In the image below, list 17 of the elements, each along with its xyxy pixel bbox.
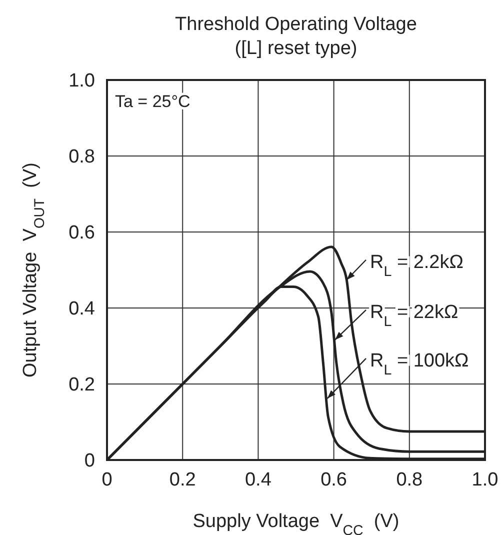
y-tick-label: 0.8 [68, 146, 95, 168]
y-tick-label: 0.6 [68, 222, 95, 244]
y-tick-label: 0 [84, 450, 95, 472]
annotation: R$_{L}$ = 100kΩ [370, 350, 469, 378]
y-tick-label: 1.0 [68, 70, 95, 92]
y-tick-label: 0.2 [68, 374, 95, 396]
annotation: R$_{L}$ = 22kΩ [370, 302, 458, 330]
x-tick-label: 0 [102, 469, 112, 490]
x-tick-label: 0.6 [320, 469, 348, 490]
x-tick-label: 0.2 [169, 469, 196, 490]
annotation: R$_{L}$ = 2.2kΩ [370, 252, 464, 280]
x-tick-label: 1.0 [472, 469, 498, 490]
chart-title: Threshold Operating Voltage ([L] reset type) [175, 14, 417, 59]
y-tick-label: 0.4 [68, 298, 96, 320]
x-tick-label: 0.8 [396, 469, 423, 490]
x-tick-label: 0.4 [244, 469, 272, 490]
x-axis-title: Supply Voltage V$_{CC}$ (V) [192, 511, 400, 535]
